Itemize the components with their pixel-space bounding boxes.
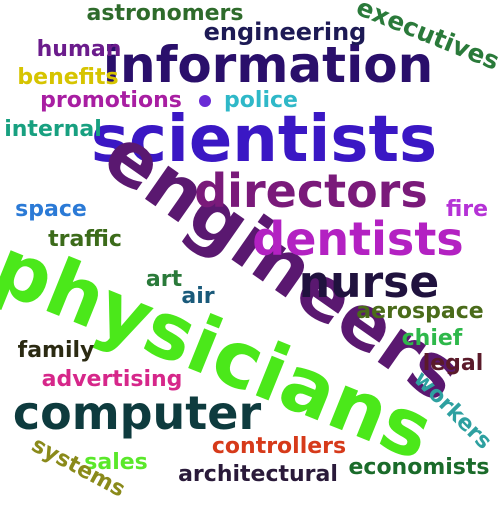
word-controllers: controllers: [211, 434, 347, 459]
word-astronomers: astronomers: [86, 1, 244, 26]
word-economists: economists: [348, 455, 490, 480]
word-information: information: [102, 36, 434, 94]
word-scientists: scientists: [90, 103, 438, 177]
word-aerospace: aerospace: [356, 299, 484, 324]
word-traffic: traffic: [48, 227, 122, 252]
word-internal: internal: [4, 117, 102, 142]
word-family: family: [17, 338, 95, 363]
word-directors: directors: [194, 164, 428, 218]
word-sales: sales: [84, 450, 148, 475]
word-police: police: [224, 88, 298, 113]
word-chief: chief: [401, 326, 463, 351]
word-dentists: dentists: [252, 212, 464, 266]
word-legal: legal: [422, 351, 484, 376]
word-computer: computer: [12, 386, 262, 440]
word-human: human: [36, 37, 122, 62]
word-advertising: advertising: [41, 367, 183, 392]
word-space: space: [15, 197, 87, 222]
dot-mark: [199, 95, 211, 107]
word-engineering: engineering: [203, 18, 367, 46]
word-art: art: [145, 267, 183, 292]
word-fire: fire: [445, 197, 489, 222]
word-architectural: architectural: [178, 462, 338, 487]
word-benefits: benefits: [17, 65, 119, 90]
word-air: air: [181, 284, 215, 309]
word-nurse: nurse: [298, 257, 440, 308]
word-promotions: promotions: [40, 88, 182, 113]
